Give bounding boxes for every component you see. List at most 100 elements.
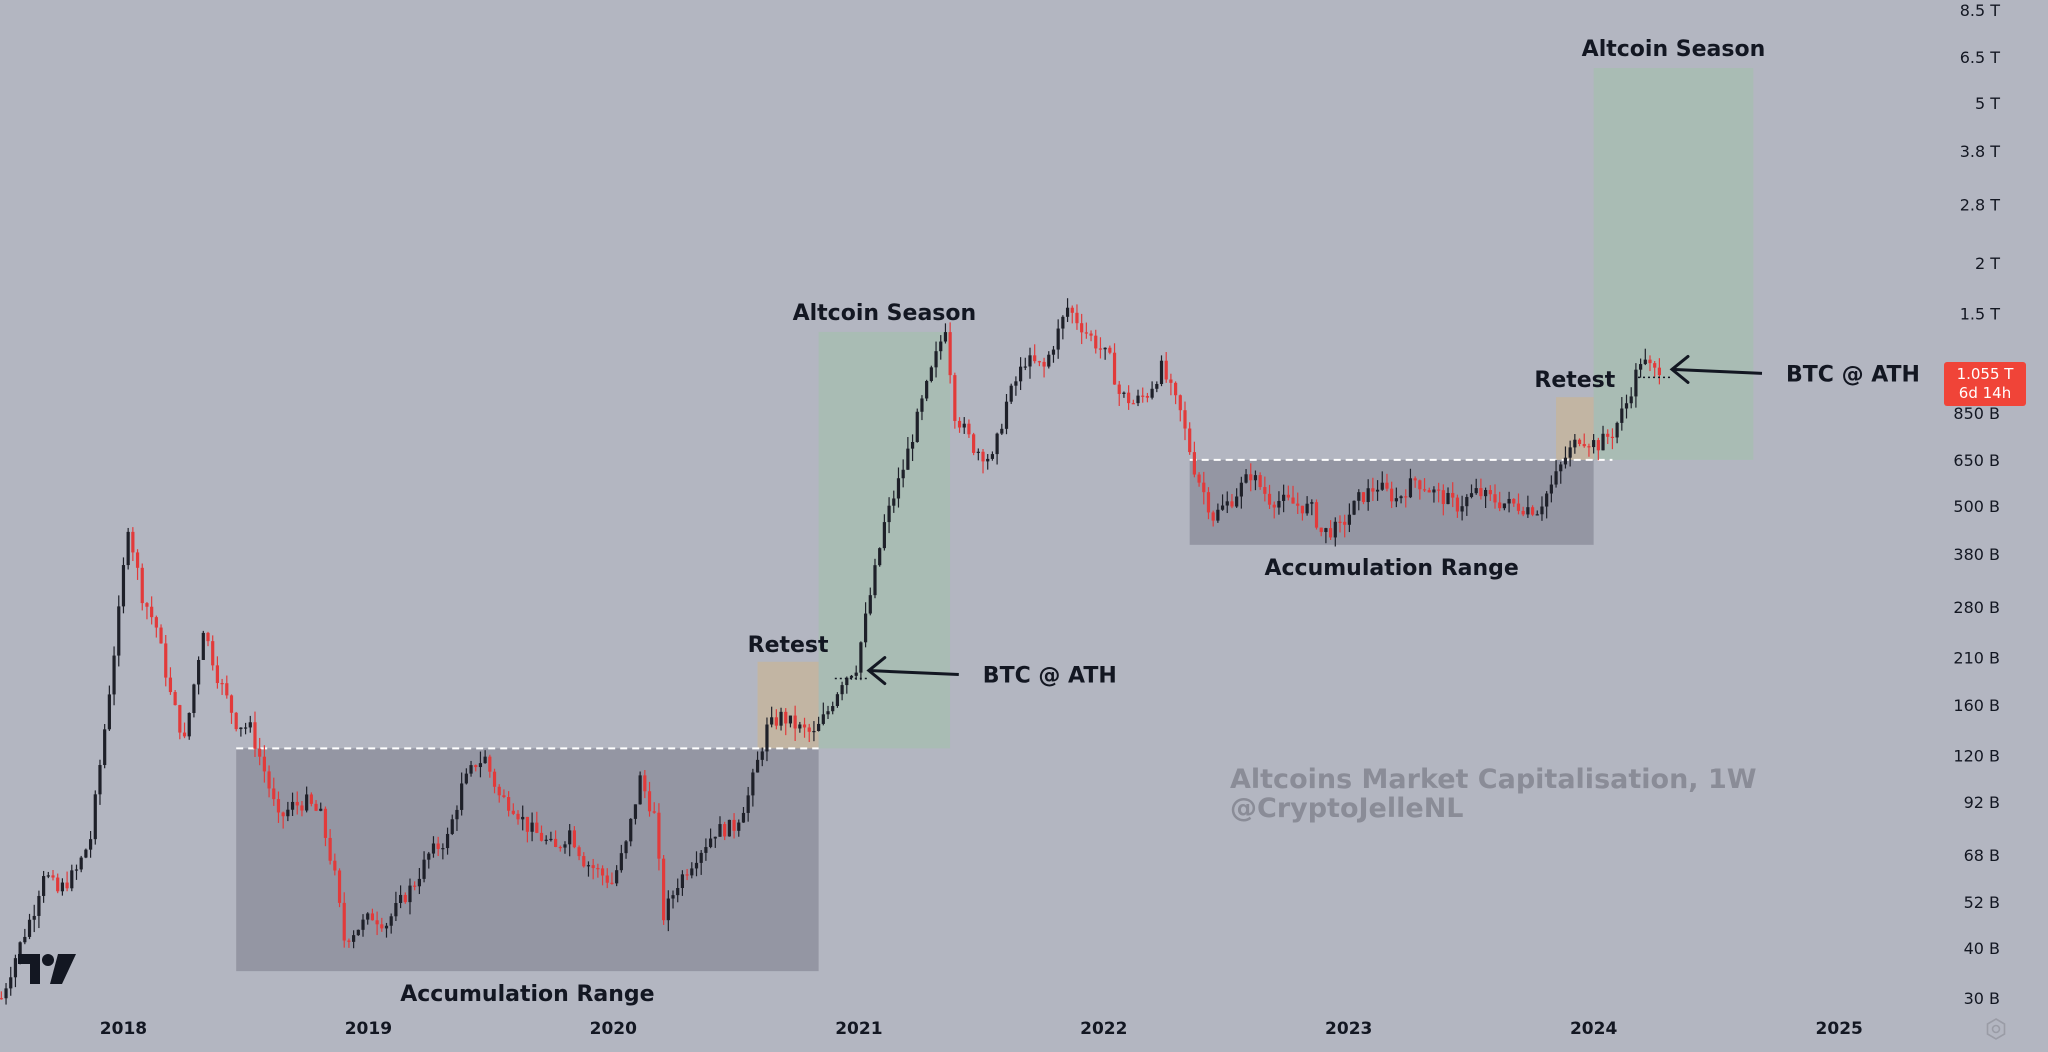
candle-body bbox=[1117, 384, 1121, 394]
candle-body bbox=[375, 920, 379, 925]
candle bbox=[934, 341, 938, 378]
candle-body bbox=[1277, 500, 1281, 508]
candle-body bbox=[765, 724, 769, 752]
candle bbox=[807, 723, 811, 743]
candle bbox=[182, 722, 187, 739]
candle bbox=[619, 844, 623, 873]
candle bbox=[788, 715, 793, 728]
candle-body bbox=[1352, 500, 1356, 515]
candle-body bbox=[112, 655, 116, 695]
candle bbox=[1028, 347, 1032, 379]
candle bbox=[1192, 441, 1196, 478]
candle-body bbox=[23, 936, 27, 943]
candle-body bbox=[1404, 496, 1408, 498]
candle bbox=[657, 803, 661, 871]
candle bbox=[1258, 472, 1262, 490]
candle-body bbox=[84, 849, 88, 858]
candle bbox=[878, 547, 882, 567]
candle-body bbox=[1498, 502, 1502, 509]
candle-body bbox=[140, 567, 144, 604]
candle-body bbox=[662, 858, 666, 921]
candle-body bbox=[211, 641, 215, 666]
candle-body bbox=[976, 451, 980, 453]
candle-body bbox=[1535, 514, 1539, 516]
candle-body bbox=[126, 531, 130, 566]
candle bbox=[671, 890, 675, 909]
candle bbox=[314, 800, 318, 812]
candle bbox=[662, 855, 666, 925]
candle-body bbox=[770, 717, 774, 725]
candle-body bbox=[319, 808, 323, 811]
candle-body bbox=[1112, 352, 1117, 385]
candle bbox=[4, 983, 8, 1005]
candle bbox=[206, 631, 210, 647]
candle bbox=[784, 708, 788, 736]
candle bbox=[1150, 381, 1154, 400]
candle bbox=[70, 864, 74, 892]
candle-body bbox=[1446, 492, 1450, 505]
candle-body bbox=[361, 919, 365, 930]
candle-body bbox=[450, 819, 454, 834]
candle bbox=[253, 711, 257, 757]
candle-body bbox=[873, 565, 877, 596]
candle-body bbox=[474, 765, 478, 768]
candle-body bbox=[568, 830, 572, 845]
candle-body bbox=[737, 822, 741, 831]
candle-body bbox=[1018, 366, 1023, 382]
candle bbox=[633, 804, 638, 825]
candle bbox=[544, 835, 548, 845]
candle-body bbox=[652, 811, 656, 813]
candle bbox=[403, 892, 407, 904]
candle bbox=[1596, 437, 1600, 461]
candle-body bbox=[1056, 328, 1060, 350]
candle-body bbox=[229, 695, 234, 713]
candle bbox=[990, 451, 995, 461]
y-tick-label: 650 B bbox=[1953, 451, 2000, 470]
candle bbox=[892, 490, 896, 513]
settings-icon[interactable] bbox=[1984, 1017, 2008, 1041]
candle-body bbox=[1230, 501, 1234, 507]
candle bbox=[624, 840, 628, 859]
y-tick-label: 52 B bbox=[1964, 893, 2000, 912]
candle-body bbox=[1192, 452, 1196, 475]
candle bbox=[150, 596, 154, 625]
candle bbox=[1136, 389, 1140, 407]
candle-body bbox=[807, 727, 811, 732]
candle-body bbox=[826, 711, 830, 715]
candle bbox=[1629, 387, 1633, 409]
candle bbox=[1173, 381, 1178, 405]
candle-body bbox=[1437, 489, 1441, 491]
candle bbox=[680, 870, 685, 896]
candle bbox=[9, 966, 13, 996]
candle-body bbox=[1145, 395, 1150, 398]
candle-body bbox=[957, 420, 962, 428]
candle bbox=[375, 911, 379, 936]
candle-body bbox=[1173, 382, 1178, 396]
candle bbox=[774, 709, 778, 730]
candle bbox=[0, 991, 3, 1000]
candle bbox=[1098, 337, 1103, 359]
y-tick-label: 380 B bbox=[1953, 545, 2000, 564]
candle bbox=[915, 408, 919, 443]
y-tick-label: 2 T bbox=[1975, 254, 2000, 273]
annotation-btc-ath-label: BTC @ ATH bbox=[1786, 362, 1920, 387]
candle-body bbox=[182, 732, 187, 737]
candle bbox=[211, 635, 215, 671]
candle bbox=[460, 772, 464, 816]
candle-body bbox=[1314, 502, 1319, 528]
candle bbox=[1516, 493, 1521, 515]
candle bbox=[98, 759, 102, 805]
candle bbox=[591, 858, 595, 880]
candle-body bbox=[469, 765, 473, 774]
candle-body bbox=[234, 712, 238, 730]
candle-body bbox=[46, 875, 50, 877]
candle bbox=[1474, 478, 1478, 495]
annotation-labels: Accumulation Range Accumulation Range Altc… bbox=[400, 37, 1920, 1007]
candle-body bbox=[1033, 355, 1037, 362]
candle bbox=[1267, 484, 1272, 510]
candle-body bbox=[300, 805, 304, 811]
candle-body bbox=[1178, 395, 1182, 411]
tradingview-logo-icon[interactable] bbox=[18, 952, 78, 986]
candle bbox=[366, 912, 370, 925]
candle-body bbox=[1051, 349, 1056, 355]
